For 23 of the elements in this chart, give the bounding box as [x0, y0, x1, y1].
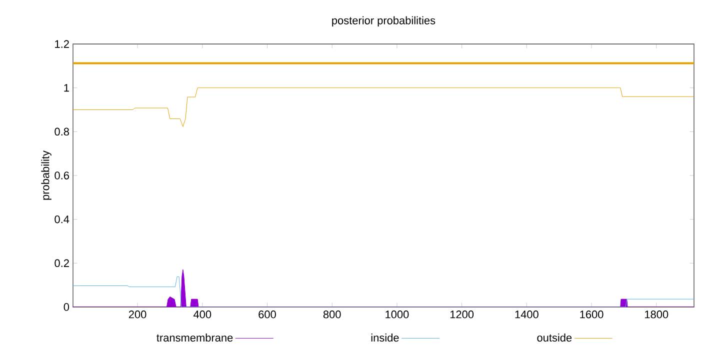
x-tick-label: 800 — [323, 310, 341, 318]
y-tick-label: 0 — [64, 303, 70, 311]
y-tick-label: 0.8 — [54, 128, 69, 136]
x-tick-label: 1200 — [450, 310, 474, 318]
line-series — [73, 88, 694, 127]
x-tick-label: 200 — [128, 310, 146, 318]
y-tick-label: 0.6 — [54, 172, 69, 180]
chart-title: posterior probabilities — [332, 16, 436, 26]
x-tick-label: 1600 — [580, 310, 604, 318]
y-tick-label: 1 — [64, 84, 69, 92]
x-tick-label: 1800 — [645, 310, 668, 318]
y-tick-label: 1.2 — [55, 40, 69, 48]
y-tick-label: 0.4 — [54, 215, 70, 224]
x-tick-label: 1400 — [515, 310, 538, 318]
legend-label: outside — [537, 334, 572, 342]
x-tick-label: 400 — [194, 310, 212, 318]
y-tick-label: 0.2 — [54, 259, 69, 268]
legend-label: transmembrane — [156, 334, 233, 342]
x-tick-label: 1000 — [386, 310, 409, 318]
x-tick-label: 600 — [258, 310, 276, 318]
y-axis-title: probability — [41, 150, 52, 200]
line-series — [73, 276, 694, 307]
legend-label: inside — [371, 334, 399, 342]
